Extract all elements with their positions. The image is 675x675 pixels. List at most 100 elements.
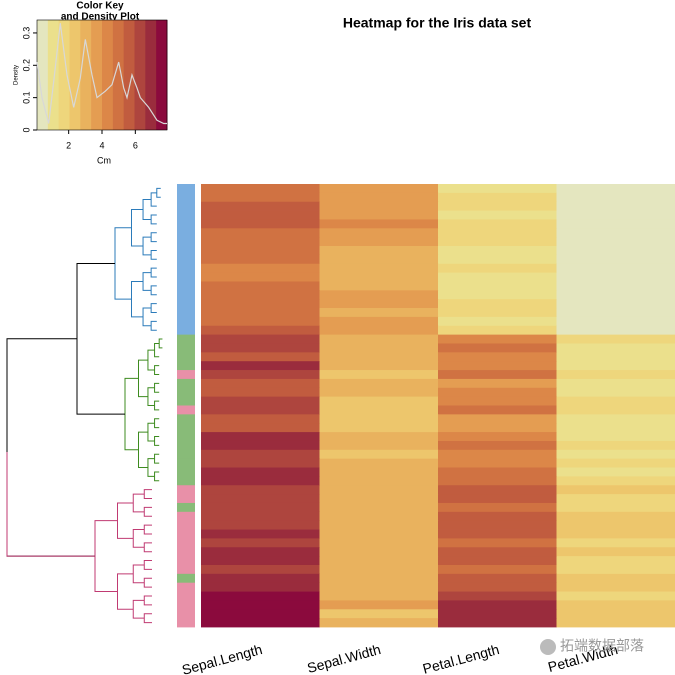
heatmap-cell <box>556 228 675 238</box>
heatmap-cell <box>438 600 557 610</box>
heatmap-cell <box>201 290 320 300</box>
row-side-color <box>177 352 195 362</box>
heatmap-cell <box>438 618 557 628</box>
heatmap-cell <box>438 352 557 362</box>
heatmap-cell <box>201 520 320 530</box>
heatmap-cell <box>201 334 320 344</box>
heatmap-cell <box>319 308 439 318</box>
heatmap-cell <box>438 237 557 247</box>
heatmap-cell <box>556 432 675 442</box>
heatmap-cell <box>201 210 320 220</box>
row-side-color <box>177 378 195 389</box>
row-side-color <box>177 254 195 265</box>
row-side-color <box>177 396 195 406</box>
key-swatch <box>112 20 125 130</box>
row-side-color <box>177 485 195 495</box>
heatmap-cell <box>319 210 439 220</box>
key-y-tick-label: 0.3 <box>21 27 31 40</box>
heatmap-cell <box>556 334 675 344</box>
heatmap-cell <box>556 299 675 309</box>
heatmap-cell <box>556 184 675 194</box>
heatmap-cell <box>556 263 675 273</box>
heatmap-cell <box>201 299 320 309</box>
heatmap-cell <box>556 281 675 291</box>
heatmap-cell <box>556 564 675 575</box>
heatmap-cell <box>438 299 557 309</box>
heatmap-cell <box>201 414 320 424</box>
heatmap-cell <box>319 246 439 256</box>
row-side-color <box>177 547 195 557</box>
heatmap-cell <box>201 370 320 380</box>
heatmap-cell <box>201 609 320 619</box>
heatmap-cell <box>556 600 675 610</box>
heatmap-cell <box>556 352 675 362</box>
heatmap-cell <box>319 423 439 433</box>
heatmap-cell <box>438 591 557 601</box>
heatmap-cell <box>556 290 675 300</box>
heatmap-cell <box>438 281 557 291</box>
heatmap-cell <box>201 246 320 256</box>
heatmap-cell <box>319 272 439 282</box>
heatmap-cell <box>438 423 557 433</box>
heatmap-cell <box>438 219 557 229</box>
row-side-color <box>177 502 195 513</box>
heatmap-cell <box>556 396 675 406</box>
heatmap-cell <box>438 370 557 380</box>
heatmap-cell <box>438 210 557 220</box>
heatmap-cell <box>556 387 675 398</box>
row-side-color <box>177 210 195 220</box>
watermark-text: 拓端数据部落 <box>560 638 644 654</box>
heatmap-cell <box>319 467 439 477</box>
heatmap-cell <box>556 573 675 584</box>
heatmap-cell <box>201 432 320 442</box>
heatmap-cell <box>438 290 557 300</box>
heatmap-cell <box>201 538 320 548</box>
heatmap-cell <box>556 246 675 256</box>
heatmap-cell <box>201 378 320 389</box>
row-side-color <box>177 308 195 318</box>
heatmap-cell <box>319 511 439 522</box>
heatmap-cell <box>201 361 320 371</box>
heatmap-cell <box>438 529 557 539</box>
heatmap-cell <box>319 299 439 309</box>
row-side-color <box>177 192 195 203</box>
heatmap-cell <box>438 520 557 530</box>
row-side-color <box>177 361 195 371</box>
row-side-color <box>177 387 195 398</box>
heatmap-cell <box>319 609 439 619</box>
row-side-color <box>177 201 195 211</box>
heatmap-cell <box>319 582 439 592</box>
heatmap-cell <box>319 184 439 194</box>
heatmap-cell <box>201 272 320 282</box>
heatmap-cell <box>556 591 675 601</box>
heatmap-cell <box>438 538 557 548</box>
heatmap-cell <box>438 476 557 486</box>
heatmap-cell <box>438 343 557 353</box>
heatmap-cell <box>319 254 439 265</box>
row-side-color <box>177 281 195 291</box>
watermark-icon <box>540 639 556 655</box>
key-xlabel: Cm <box>97 155 111 165</box>
heatmap-cell <box>201 467 320 477</box>
heatmap-cell <box>201 591 320 601</box>
heatmap-cell <box>556 361 675 371</box>
row-side-color <box>177 564 195 575</box>
heatmap-cell <box>438 272 557 282</box>
heatmap-cell <box>556 458 675 468</box>
row-side-color <box>177 423 195 433</box>
heatmap-cell <box>556 609 675 619</box>
heatmap-cell <box>319 325 439 336</box>
heatmap-cell <box>556 618 675 628</box>
heatmap-cell <box>556 520 675 530</box>
heatmap-cell <box>438 201 557 211</box>
heatmap-cell <box>438 361 557 371</box>
heatmap-cell <box>319 281 439 291</box>
row-side-color <box>177 618 195 628</box>
heatmap-cell <box>556 192 675 203</box>
heatmap-cell <box>556 538 675 548</box>
heatmap-cell <box>556 272 675 282</box>
heatmap-cell <box>201 502 320 513</box>
row-side-color <box>177 343 195 353</box>
heatmap-cell <box>438 254 557 265</box>
heatmap-cell <box>319 600 439 610</box>
